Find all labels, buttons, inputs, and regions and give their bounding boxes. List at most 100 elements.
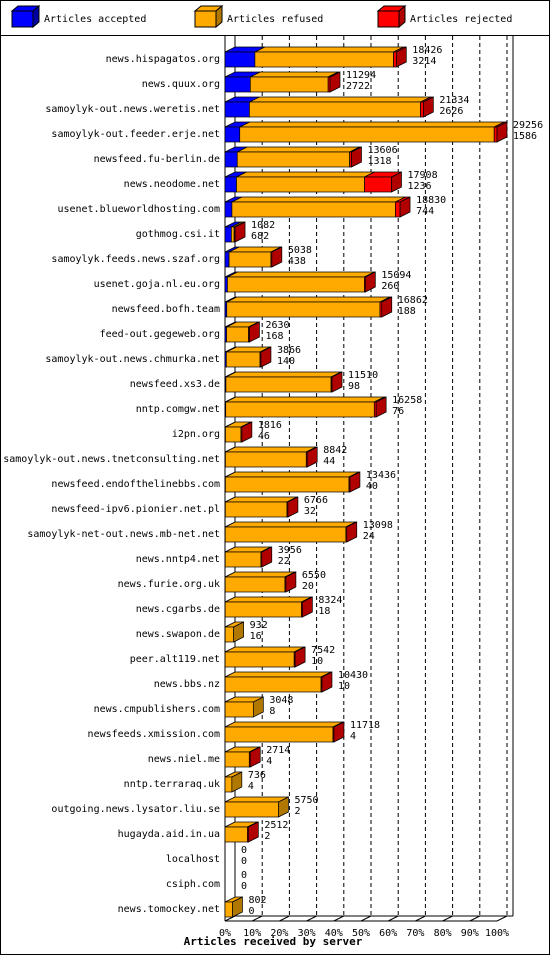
total-label: 2714 xyxy=(266,745,290,756)
bar-side xyxy=(351,146,362,168)
bar-side xyxy=(241,421,253,443)
total-label: 15094 xyxy=(381,270,411,281)
tick-mark xyxy=(415,915,426,922)
x-tick-label: 40% xyxy=(325,928,343,939)
bar-side xyxy=(271,246,283,268)
tick-mark xyxy=(387,915,399,922)
bar-side xyxy=(278,796,289,818)
bar-top xyxy=(236,171,375,178)
accepted-label: 2 xyxy=(294,806,300,817)
y-tick-label: nntp.comgw.net xyxy=(136,404,220,415)
y-tick-label: samoylyk-out.feeder.erje.net xyxy=(51,129,220,140)
y-tick-label: samoylyk-out.news.weretis.net xyxy=(45,104,220,115)
bar xyxy=(236,176,365,193)
bar-top xyxy=(224,721,344,728)
bar xyxy=(224,726,334,743)
y-tick-label: news.niel.me xyxy=(148,754,220,765)
total-label: 18830 xyxy=(416,195,446,206)
accepted-label: 0 xyxy=(248,906,254,917)
total-label: 16862 xyxy=(398,295,428,306)
bar-top xyxy=(225,521,357,528)
bar xyxy=(224,601,302,618)
bar-side xyxy=(294,646,306,668)
bar xyxy=(226,301,381,318)
bar xyxy=(395,201,401,218)
legend-swatch xyxy=(194,10,217,28)
total-label: 5038 xyxy=(288,245,312,256)
tick-mark xyxy=(306,915,317,922)
total-label: 932 xyxy=(250,620,268,631)
bar xyxy=(393,51,397,68)
bar xyxy=(224,126,241,143)
accepted-label: 8 xyxy=(269,706,275,717)
x-tick-label: 30% xyxy=(298,928,316,939)
y-tick-label: newsfeed.xs3.de xyxy=(130,379,220,390)
bar-top xyxy=(225,471,360,478)
accepted-label: 16 xyxy=(250,631,262,642)
accepted-label: 10 xyxy=(338,681,350,692)
bar-side xyxy=(252,696,264,718)
accepted-label: 18 xyxy=(318,606,330,617)
accepted-label: 20 xyxy=(302,581,314,592)
bar-top xyxy=(225,396,385,403)
y-tick-label: newsfeed.bofh.team xyxy=(112,304,220,315)
bar-top xyxy=(227,271,375,278)
y-tick-label: newsfeed.endofthelinebbs.com xyxy=(51,479,220,490)
accepted-label: 2 xyxy=(264,831,270,842)
bar xyxy=(224,101,250,118)
bar xyxy=(224,676,322,693)
bar-side xyxy=(329,71,341,93)
bar xyxy=(249,101,421,118)
accepted-label: 32 xyxy=(304,506,316,517)
x-tick-label: 80% xyxy=(434,928,452,939)
x-tick-label: 70% xyxy=(406,928,424,939)
total-label: 11294 xyxy=(346,70,376,81)
bar-top xyxy=(225,371,342,378)
bar-top xyxy=(225,446,317,453)
y-tick-label: news.neodome.net xyxy=(124,179,220,190)
bar-side xyxy=(496,121,508,143)
bar-side xyxy=(287,496,299,518)
bar-side xyxy=(234,221,246,243)
x-tick-label: 60% xyxy=(379,928,397,939)
bar-side xyxy=(381,296,393,318)
total-label: 21334 xyxy=(439,95,469,106)
total-label: 11718 xyxy=(350,720,380,731)
x-tick-label: 90% xyxy=(461,928,479,939)
bar-top xyxy=(231,196,406,203)
y-tick-label: outgoing.news.lysator.liu.se xyxy=(51,804,220,815)
bar-top xyxy=(224,646,305,653)
accepted-label: 0 xyxy=(241,881,247,892)
bar xyxy=(225,426,242,443)
bar-top xyxy=(226,296,391,303)
accepted-label: 682 xyxy=(251,231,269,242)
total-label: 0 xyxy=(241,870,247,881)
accepted-label: 24 xyxy=(363,531,375,542)
bar xyxy=(224,176,237,193)
y-tick-label: hugayda.aid.in.ua xyxy=(118,829,220,840)
y-tick-label: localhost xyxy=(166,854,220,865)
bar xyxy=(224,551,262,568)
bar-side xyxy=(285,571,297,593)
y-tick-label: newsfeed.fu-berlin.de xyxy=(94,154,220,165)
bar-top xyxy=(224,796,289,803)
accepted-label: 1318 xyxy=(367,156,391,167)
total-label: 6766 xyxy=(304,495,328,506)
y-tick-label: samoylyk.feeds.news.szaf.org xyxy=(51,254,220,265)
accepted-label: 40 xyxy=(366,481,378,492)
x-tick-label: 10% xyxy=(243,928,261,939)
bar xyxy=(224,276,228,293)
total-label: 10430 xyxy=(338,670,368,681)
bar xyxy=(225,451,307,468)
total-label: 2512 xyxy=(264,820,288,831)
bar xyxy=(225,351,261,368)
bar xyxy=(224,501,288,518)
total-label: 29256 xyxy=(513,120,543,131)
bar xyxy=(224,651,295,668)
bar xyxy=(224,251,230,268)
legend-label: Articles rejected xyxy=(410,14,512,25)
accepted-label: 10 xyxy=(311,656,323,667)
accepted-label: 44 xyxy=(323,456,335,467)
y-tick-label: usenet.blueworldhosting.com xyxy=(57,204,220,215)
bar xyxy=(224,76,251,93)
